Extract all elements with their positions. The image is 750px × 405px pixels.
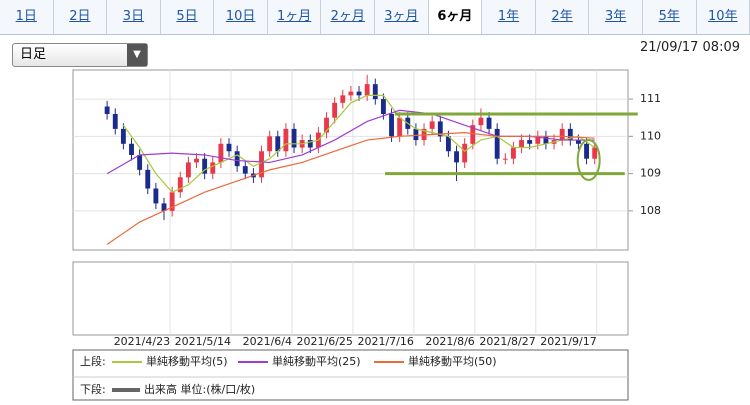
candle-body [291, 128, 297, 148]
candle-body [194, 158, 199, 163]
x-tick-label: 2021/9/17 [540, 335, 596, 348]
candle-body [462, 143, 468, 163]
candle-body [153, 188, 159, 204]
candle-body [380, 99, 386, 114]
ma-line [106, 132, 595, 245]
candle-body [169, 192, 175, 211]
x-tick-label: 2021/8/6 [425, 335, 474, 348]
candle-body [478, 117, 484, 126]
candle-body [242, 166, 248, 174]
candle-body [202, 158, 208, 174]
candle-body [543, 136, 549, 144]
period-select[interactable]: 日足 ▼ [12, 43, 148, 67]
legend-entry: 単純移動平均(50) [408, 354, 497, 368]
volume-panel [72, 261, 629, 336]
x-tick-label: 2021/6/4 [243, 335, 292, 348]
tab[interactable]: 5年 [642, 0, 697, 34]
candle-body [413, 128, 419, 141]
candle-body [324, 117, 329, 133]
tab[interactable]: 10年 [696, 0, 750, 34]
x-tick-label: 2021/4/23 [114, 335, 170, 348]
select-label: 日足 [20, 47, 47, 62]
candle-body [267, 136, 273, 152]
tab[interactable]: 2日 [53, 0, 108, 34]
y-tick-label: 108 [640, 204, 661, 217]
candle-body [210, 162, 216, 174]
candle-body [307, 140, 313, 148]
timestamp: 21/09/17 08:09 [640, 40, 740, 55]
candle-body [283, 128, 289, 152]
tab[interactable]: 6ヶ月 [428, 0, 483, 34]
tab[interactable]: 1ヶ月 [267, 0, 322, 34]
candle-body [364, 84, 370, 96]
x-tick-label: 2021/6/25 [297, 335, 353, 348]
tab[interactable]: 2ヶ月 [321, 0, 376, 34]
candle-body [445, 136, 451, 152]
legend-label: 上段: [80, 354, 106, 368]
legend-box [72, 349, 629, 401]
candle-body [575, 140, 581, 144]
legend-entry: 単純移動平均(25) [272, 354, 361, 368]
candle-body [389, 113, 394, 137]
candle-body [559, 128, 565, 141]
candle-body [527, 140, 533, 144]
x-tick-label: 2021/5/14 [175, 335, 231, 348]
candle-body [372, 84, 378, 100]
y-tick-label: 109 [640, 167, 661, 180]
tab[interactable]: 1日 [0, 0, 54, 34]
candle-body [104, 106, 110, 114]
candle-body [584, 143, 589, 159]
tab[interactable]: 5日 [160, 0, 215, 34]
tab[interactable]: 3年 [589, 0, 643, 34]
candle-body [145, 169, 151, 189]
x-tick-label: 2021/7/16 [357, 335, 413, 348]
candle-body [340, 95, 346, 103]
candle-body [226, 143, 232, 152]
candle-body [494, 128, 500, 159]
candle-body [567, 128, 573, 141]
candle-body [437, 121, 443, 137]
candle-body [332, 102, 338, 118]
tab[interactable]: 1年 [482, 0, 536, 34]
candle-body [161, 203, 167, 211]
y-tick-label: 111 [640, 92, 661, 105]
candle-body [120, 128, 126, 144]
candle-body [510, 147, 516, 159]
candle-body [185, 162, 191, 178]
candle-body [519, 140, 524, 148]
legend-entry: 出来高 単位:(株/口/枚) [144, 382, 255, 396]
candle-body [535, 136, 541, 144]
candle-body [259, 151, 264, 178]
y-tick-label: 110 [640, 129, 661, 142]
candle-body [129, 143, 134, 155]
tab[interactable]: 3日 [107, 0, 161, 34]
candle-body [348, 91, 354, 96]
legend-label: 下段: [80, 382, 106, 396]
candle-body [502, 158, 508, 160]
candle-body [234, 151, 240, 167]
candle-body [454, 151, 459, 163]
candle-body [275, 136, 281, 152]
select-arrow: ▼ [127, 44, 147, 66]
x-tick-label: 2021/8/27 [479, 335, 535, 348]
candle-body [470, 125, 476, 144]
legend-entry: 単純移動平均(5) [146, 354, 228, 368]
candle-body [137, 154, 143, 170]
period-tabs: 1日 2日 3日 5日 10日 1ヶ月 2ヶ月 3ヶ月 6ヶ月 1年 2年 3年 5年 10年 [0, 0, 750, 35]
highlight-circle [576, 139, 601, 181]
candle-body [429, 121, 435, 129]
candle-body [397, 117, 403, 137]
tab[interactable]: 10日 [214, 0, 268, 34]
candle-body [486, 117, 492, 129]
candle-body [112, 113, 118, 129]
candle-body [592, 147, 598, 159]
candle-body [356, 91, 362, 96]
ma-line [122, 94, 596, 193]
candle-body [177, 177, 183, 193]
tab[interactable]: 3ヶ月 [375, 0, 429, 34]
candle-body [218, 143, 224, 163]
tab[interactable]: 2年 [535, 0, 590, 34]
